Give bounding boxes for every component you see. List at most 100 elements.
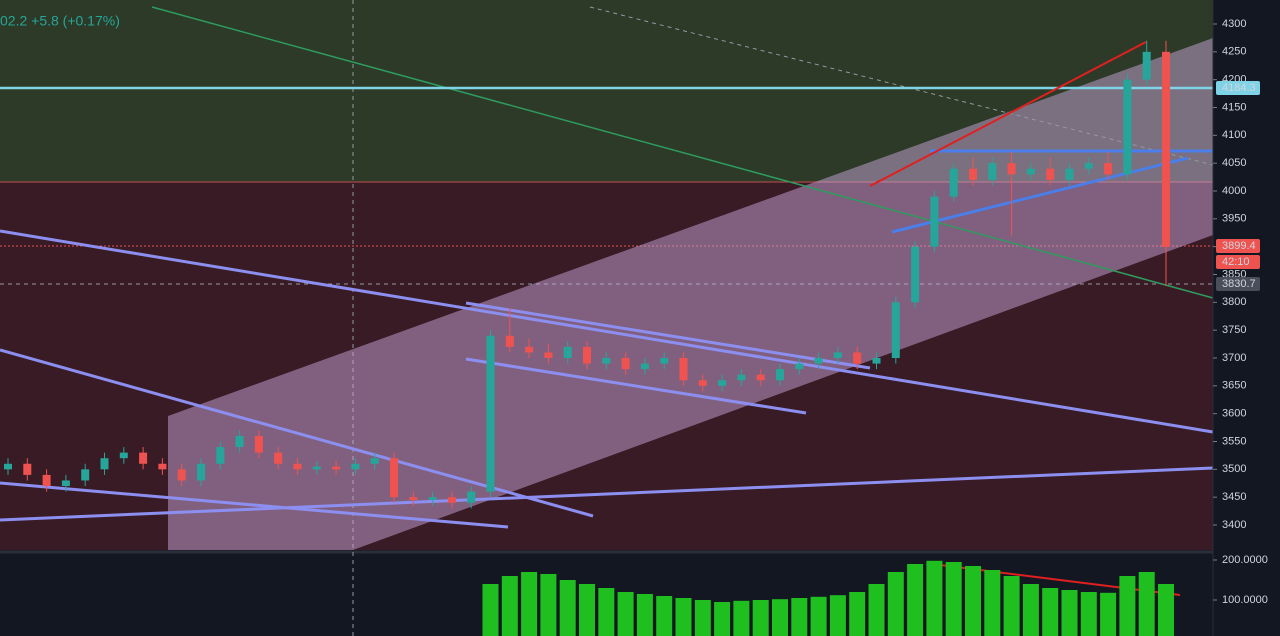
candle-body — [119, 452, 128, 459]
candle-body — [312, 466, 321, 470]
candle-body — [447, 497, 456, 503]
y-tick-label: 3650 — [1222, 380, 1246, 392]
indicator-bar — [559, 580, 576, 636]
indicator-bar — [617, 592, 634, 636]
indicator-bar — [694, 600, 711, 636]
indicator-bar — [1100, 592, 1117, 636]
channel — [168, 38, 1213, 550]
marks — [4, 40, 1174, 636]
candle-body — [795, 363, 804, 370]
candle-body — [486, 335, 495, 492]
candle-body — [23, 463, 32, 475]
candle-body — [467, 491, 476, 503]
indicator-bar — [482, 584, 499, 636]
candle-body — [139, 452, 148, 464]
candle-body — [718, 380, 727, 386]
indicator-bar — [926, 560, 943, 636]
indicator-bar — [772, 599, 788, 636]
candle-body — [100, 458, 109, 470]
y-tick-label: 3450 — [1222, 491, 1246, 503]
y-tick-label: 3750 — [1222, 324, 1246, 336]
y-tick-label: 100.0000 — [1222, 594, 1268, 606]
y-tick-label: 4250 — [1222, 46, 1246, 58]
candle-body — [428, 497, 437, 500]
candle-body — [525, 346, 534, 353]
quote-header: 02.2 +5.8 (+0.17%) — [0, 13, 120, 29]
candle-body — [969, 168, 977, 180]
indicator-bar — [810, 596, 827, 636]
candle-body — [776, 369, 784, 381]
indicator-bar — [791, 598, 808, 636]
y-tick-label: 4000 — [1222, 185, 1246, 197]
candle-body — [563, 346, 572, 358]
indicator-bar — [1158, 584, 1174, 636]
indicator-bar — [1119, 576, 1136, 636]
indicator-bar — [829, 595, 846, 636]
indicator-bar — [945, 562, 962, 636]
candle-body — [698, 380, 707, 386]
candle-body — [1104, 163, 1113, 175]
candle-body — [370, 458, 379, 464]
y-tick-label: 4300 — [1222, 18, 1246, 30]
y-tick-label: 3600 — [1222, 408, 1246, 420]
price-tag-label: 3899.4 — [1222, 240, 1256, 252]
candle-body — [1065, 168, 1074, 180]
price-tag-label: 42:10 — [1222, 256, 1250, 268]
price-tag — [1216, 255, 1260, 269]
candle-body — [1123, 79, 1132, 175]
indicator-bar — [1061, 590, 1078, 636]
candle-body — [640, 363, 649, 370]
price-tag — [1216, 277, 1260, 291]
y-tick-label: 3700 — [1222, 352, 1246, 364]
candle-body — [1007, 163, 1016, 175]
indicator-bar — [1080, 592, 1097, 636]
candle-body — [1046, 168, 1055, 180]
candle-body — [988, 163, 997, 180]
candle-body — [81, 469, 90, 481]
y-tick-label: 200.0000 — [1222, 554, 1268, 566]
candle-body — [583, 346, 591, 364]
candle-body — [1162, 51, 1170, 248]
candle-body — [1026, 168, 1035, 175]
indicator-bar — [656, 596, 673, 636]
price-tag-label: 3830.7 — [1222, 278, 1256, 290]
y-tick-label: 4100 — [1222, 129, 1246, 141]
price-tag — [1216, 239, 1260, 253]
candle-body — [737, 374, 746, 381]
price-tag — [1216, 81, 1260, 95]
candle-body — [756, 374, 765, 381]
candle-body — [390, 458, 398, 498]
candle-body — [911, 246, 920, 303]
indicator-bar — [1022, 584, 1039, 636]
indicator-bar — [868, 584, 885, 636]
indicator-bar — [984, 570, 1001, 636]
candle-body — [274, 452, 283, 464]
candle-body — [505, 335, 514, 347]
indicator-bar — [540, 574, 557, 636]
candle-body — [332, 466, 341, 470]
y-tick-label: 3500 — [1222, 463, 1246, 475]
candle-body — [197, 463, 205, 481]
indicator-bar — [907, 564, 924, 636]
candle-body — [1142, 51, 1151, 80]
indicator-bar — [714, 602, 731, 636]
candle-body — [158, 463, 167, 470]
candle-body — [544, 352, 553, 358]
candle-body — [891, 302, 900, 358]
indicator-bar — [752, 600, 769, 636]
indicator-bar — [887, 572, 904, 636]
price-tags: 3400345035003550360036503700375038003850… — [1213, 18, 1268, 606]
candle-body — [254, 435, 263, 453]
price-axis — [1213, 0, 1280, 636]
candle-body — [679, 358, 688, 381]
candle-body — [216, 447, 225, 464]
indicator-bar — [1003, 576, 1020, 636]
indicator-bar — [675, 598, 692, 636]
indicator-bar — [598, 588, 615, 636]
y-tick-label: 3950 — [1222, 213, 1246, 225]
candle-body — [814, 358, 823, 364]
candle-body — [621, 358, 630, 370]
green-trend — [151, 6, 1214, 299]
y-tick-label: 3400 — [1222, 519, 1246, 531]
